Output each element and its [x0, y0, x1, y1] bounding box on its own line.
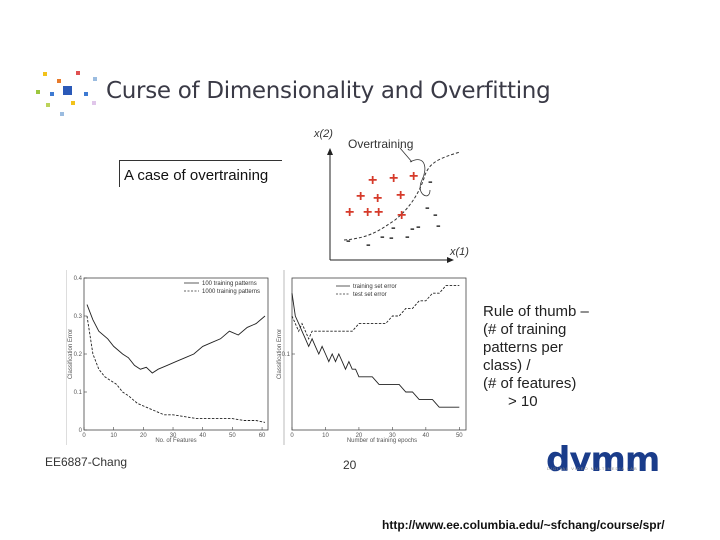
series-line: [86, 304, 266, 374]
plot-frame: [83, 277, 269, 431]
y-tick-label: 0.4: [74, 276, 83, 282]
y-tick-label: 0.3: [74, 314, 83, 320]
x-tick-label: 60: [259, 433, 266, 439]
x1-axis-label: x(1): [450, 246, 469, 258]
rule-line: (# of training: [483, 321, 567, 338]
x1-axis-arrow: [447, 257, 454, 263]
plus-mark: +: [368, 172, 378, 189]
dot: [60, 112, 64, 116]
decision-boundary: [343, 151, 461, 241]
x-tick-label: 20: [140, 433, 147, 439]
dot: [71, 101, 75, 105]
minus-mark: -: [410, 220, 415, 236]
slide-title: Curse of Dimensionality and Overfitting: [106, 78, 551, 104]
dot: [36, 90, 40, 94]
minus-mark: -: [405, 228, 410, 244]
dot: [63, 86, 72, 95]
series-line: [291, 285, 460, 340]
rule-line: > 10: [483, 393, 538, 410]
y-tick-label: 0.1: [74, 390, 83, 396]
x-tick-label: 20: [356, 433, 363, 439]
dot: [46, 103, 50, 107]
x-tick-label: 30: [389, 433, 396, 439]
overtraining-pointer: [399, 147, 413, 163]
case-label-box: [119, 160, 282, 187]
dvmm-logo: dvmm: [546, 440, 660, 480]
x2-axis-label: x(2): [314, 128, 333, 140]
epochs-error-chart: 0 10 20 30 40 50 0.1 training set error test …: [277, 270, 467, 445]
dot: [43, 72, 47, 76]
page-number: 20: [343, 458, 357, 472]
course-code: EE6887-Chang: [45, 455, 128, 469]
dot: [50, 92, 54, 96]
minus-mark: -: [389, 229, 394, 245]
minus-mark: -: [428, 173, 433, 189]
plus-mark: +: [345, 204, 355, 221]
minus-mark: -: [380, 228, 385, 244]
y-axis-label: Classification Error: [277, 329, 283, 379]
rule-line: class) /: [483, 357, 531, 374]
x-tick-label: 0: [290, 433, 294, 439]
minus-mark: -: [391, 219, 396, 235]
legend-label: 1000 training patterns: [202, 289, 260, 295]
y-tick-label: 0.2: [74, 352, 83, 358]
x-axis-label: Number of training epochs: [347, 438, 417, 444]
x-tick-label: 10: [110, 433, 117, 439]
plus-mark: +: [363, 204, 373, 221]
overtraining-scatter: [327, 147, 461, 263]
x-axis-label: No. of Features: [155, 438, 196, 444]
y-tick-label: 0.1: [282, 352, 291, 358]
dot: [92, 101, 96, 105]
plus-mark: +: [409, 168, 419, 185]
plus-mark: +: [374, 204, 384, 221]
x2-axis-arrow: [327, 148, 333, 155]
dot: [57, 79, 61, 83]
case-label: A case of overtraining: [124, 167, 269, 184]
plus-mark: +: [356, 188, 366, 205]
minus-mark: -: [366, 236, 371, 252]
y-tick-label: 0: [79, 428, 83, 434]
dot: [93, 77, 97, 81]
course-url-link[interactable]: http://www.ee.columbia.edu/~sfchang/cour…: [382, 518, 665, 532]
rule-line: (# of features): [483, 375, 577, 392]
legend-label: 100 training patterns: [202, 281, 257, 287]
minus-mark: -: [436, 217, 441, 233]
series-line: [291, 293, 460, 408]
x-tick-label: 0: [82, 433, 86, 439]
x-tick-label: 10: [322, 433, 329, 439]
rule-line: Rule of thumb –: [483, 303, 589, 320]
legend-label: training set error: [353, 284, 397, 290]
x-tick-label: 30: [170, 433, 177, 439]
rule-line: patterns per: [483, 339, 564, 356]
x-tick-label: 50: [229, 433, 236, 439]
dot: [76, 71, 80, 75]
series-line: [86, 315, 266, 423]
plus-mark: +: [396, 187, 406, 204]
minus-mark: -: [433, 206, 438, 222]
overtraining-label: Overtraining: [348, 137, 414, 151]
plus-mark: +: [397, 207, 407, 224]
plus-mark: +: [373, 190, 383, 207]
legend-label: test set error: [353, 292, 387, 298]
overtraining-curve: [409, 159, 431, 197]
minus-mark: -: [346, 232, 351, 248]
minus-mark: -: [416, 218, 421, 234]
x-tick-label: 40: [199, 433, 206, 439]
dvmm-logo-subtitle: DIGITAL VIDEO MULTIMEDIA LAB: [547, 466, 638, 471]
features-error-chart: 0 10 20 30 40 50 60 0 0.1 0.2 0.3 0.4 100 training…: [66, 270, 269, 445]
y-axis-label: Classification Error: [68, 329, 74, 379]
minus-mark: -: [425, 199, 430, 215]
x-tick-label: 40: [423, 433, 430, 439]
x-tick-label: 50: [456, 433, 463, 439]
dot: [84, 92, 88, 96]
rule-of-thumb: Rule of thumb – (# of training patterns …: [483, 303, 589, 411]
plus-mark: +: [389, 170, 399, 187]
